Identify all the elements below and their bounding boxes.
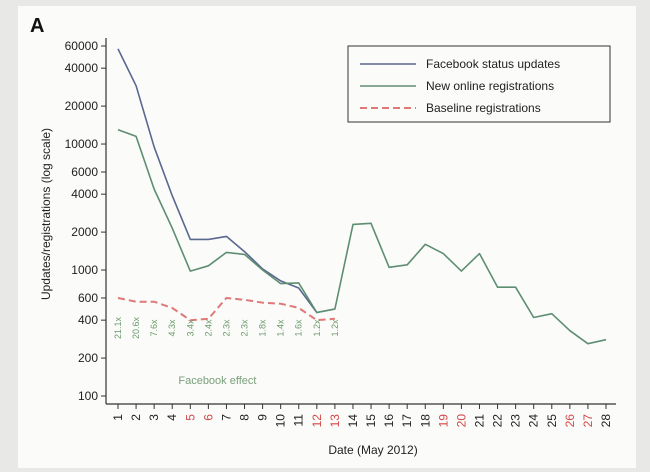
facebook-effect-caption: Facebook effect bbox=[178, 375, 256, 387]
facebook-effect-label: 2.4x bbox=[203, 319, 213, 337]
y-tick-label: 400 bbox=[78, 313, 98, 327]
series-group bbox=[117, 48, 607, 345]
x-tick-label: 12 bbox=[310, 414, 324, 428]
x-tick-label: 6 bbox=[201, 414, 215, 421]
x-tick-label: 26 bbox=[563, 414, 577, 428]
x-tick-label: 11 bbox=[292, 414, 306, 427]
x-tick-label: 9 bbox=[256, 414, 270, 421]
y-tick-label: 100 bbox=[78, 389, 98, 403]
x-tick-label: 5 bbox=[183, 414, 197, 421]
x-tick-label: 17 bbox=[400, 414, 414, 428]
x-tick-label: 15 bbox=[364, 414, 378, 428]
x-tick-label: 1 bbox=[111, 414, 125, 421]
x-tick-label: 24 bbox=[527, 414, 541, 428]
legend: Facebook status updates New online regist… bbox=[347, 45, 611, 123]
legend-label-1: Facebook status updates bbox=[426, 57, 560, 71]
axes: 100 200 400 600 1000 2000 4000 6000 10000 20000 40… bbox=[65, 38, 616, 427]
facebook-effect-label: 1.6x bbox=[294, 319, 304, 337]
legend-label-2: New online registrations bbox=[426, 79, 554, 93]
y-tick-label: 20000 bbox=[65, 99, 99, 113]
y-tick-label: 40000 bbox=[65, 61, 99, 75]
y-tick-label: 200 bbox=[78, 351, 98, 365]
series-line-1 bbox=[117, 48, 336, 314]
x-tick-label: 19 bbox=[436, 414, 450, 428]
x-axis-title: Date (May 2012) bbox=[328, 443, 417, 457]
x-tick-label: 13 bbox=[328, 414, 342, 428]
facebook-effect-label: 1.2x bbox=[312, 319, 322, 337]
x-tick-label: 3 bbox=[147, 414, 161, 421]
facebook-effect-label: 4.3x bbox=[167, 319, 177, 337]
x-tick-label: 22 bbox=[491, 414, 505, 428]
x-tick-label: 21 bbox=[472, 414, 486, 428]
y-tick-label: 2000 bbox=[71, 225, 98, 239]
facebook-effect-label: 1.8x bbox=[258, 319, 268, 337]
y-tick-label: 60000 bbox=[65, 39, 99, 53]
x-tick-label: 23 bbox=[509, 414, 523, 428]
facebook-effect-label: 20.6x bbox=[131, 316, 141, 339]
x-tick-label: 28 bbox=[599, 414, 613, 428]
y-axis-title: Updates/registrations (log scale) bbox=[39, 128, 53, 300]
series-line-2 bbox=[117, 128, 607, 345]
x-tick-label: 4 bbox=[165, 414, 179, 421]
x-tick-label: 10 bbox=[274, 414, 288, 428]
legend-box bbox=[347, 45, 611, 123]
y-tick-label: 1000 bbox=[71, 263, 98, 277]
series-line-3 bbox=[117, 297, 335, 322]
annotation-group: 21.1x 20.6x 7.6x 4.3x 3.4x 2.4x 2.3x 2.3x 1.8x 1.… bbox=[113, 316, 340, 387]
facebook-effect-label: 1.4x bbox=[276, 319, 286, 337]
figure-panel: A 100 200 400 600 1000 2000 4000 6000 10000 20000… bbox=[18, 6, 636, 468]
y-tick-label: 6000 bbox=[71, 165, 98, 179]
x-tick-label: 25 bbox=[545, 414, 559, 428]
facebook-effect-label: 1.2x bbox=[330, 319, 340, 337]
panel-letter: A bbox=[30, 15, 44, 37]
facebook-effect-label: 3.4x bbox=[185, 319, 195, 337]
x-tick-label: 2 bbox=[129, 414, 143, 421]
legend-label-3: Baseline registrations bbox=[426, 101, 541, 115]
x-tick-label: 20 bbox=[454, 414, 468, 428]
x-tick-label: 8 bbox=[238, 414, 252, 421]
y-tick-label: 10000 bbox=[65, 137, 99, 151]
x-tick-label: 7 bbox=[219, 414, 233, 421]
y-tick-label: 600 bbox=[78, 291, 98, 305]
x-tick-label: 18 bbox=[418, 414, 432, 428]
y-tick-label: 4000 bbox=[71, 187, 98, 201]
facebook-effect-label: 2.3x bbox=[221, 319, 231, 337]
facebook-effect-label: 7.6x bbox=[149, 319, 159, 337]
line-chart: A 100 200 400 600 1000 2000 4000 6000 10000 20000… bbox=[30, 15, 616, 457]
facebook-effect-label: 21.1x bbox=[113, 316, 123, 339]
x-tick-label: 27 bbox=[581, 414, 595, 428]
x-tick-label: 14 bbox=[346, 414, 360, 428]
x-tick-label: 16 bbox=[382, 414, 396, 428]
facebook-effect-label: 2.3x bbox=[240, 319, 250, 337]
